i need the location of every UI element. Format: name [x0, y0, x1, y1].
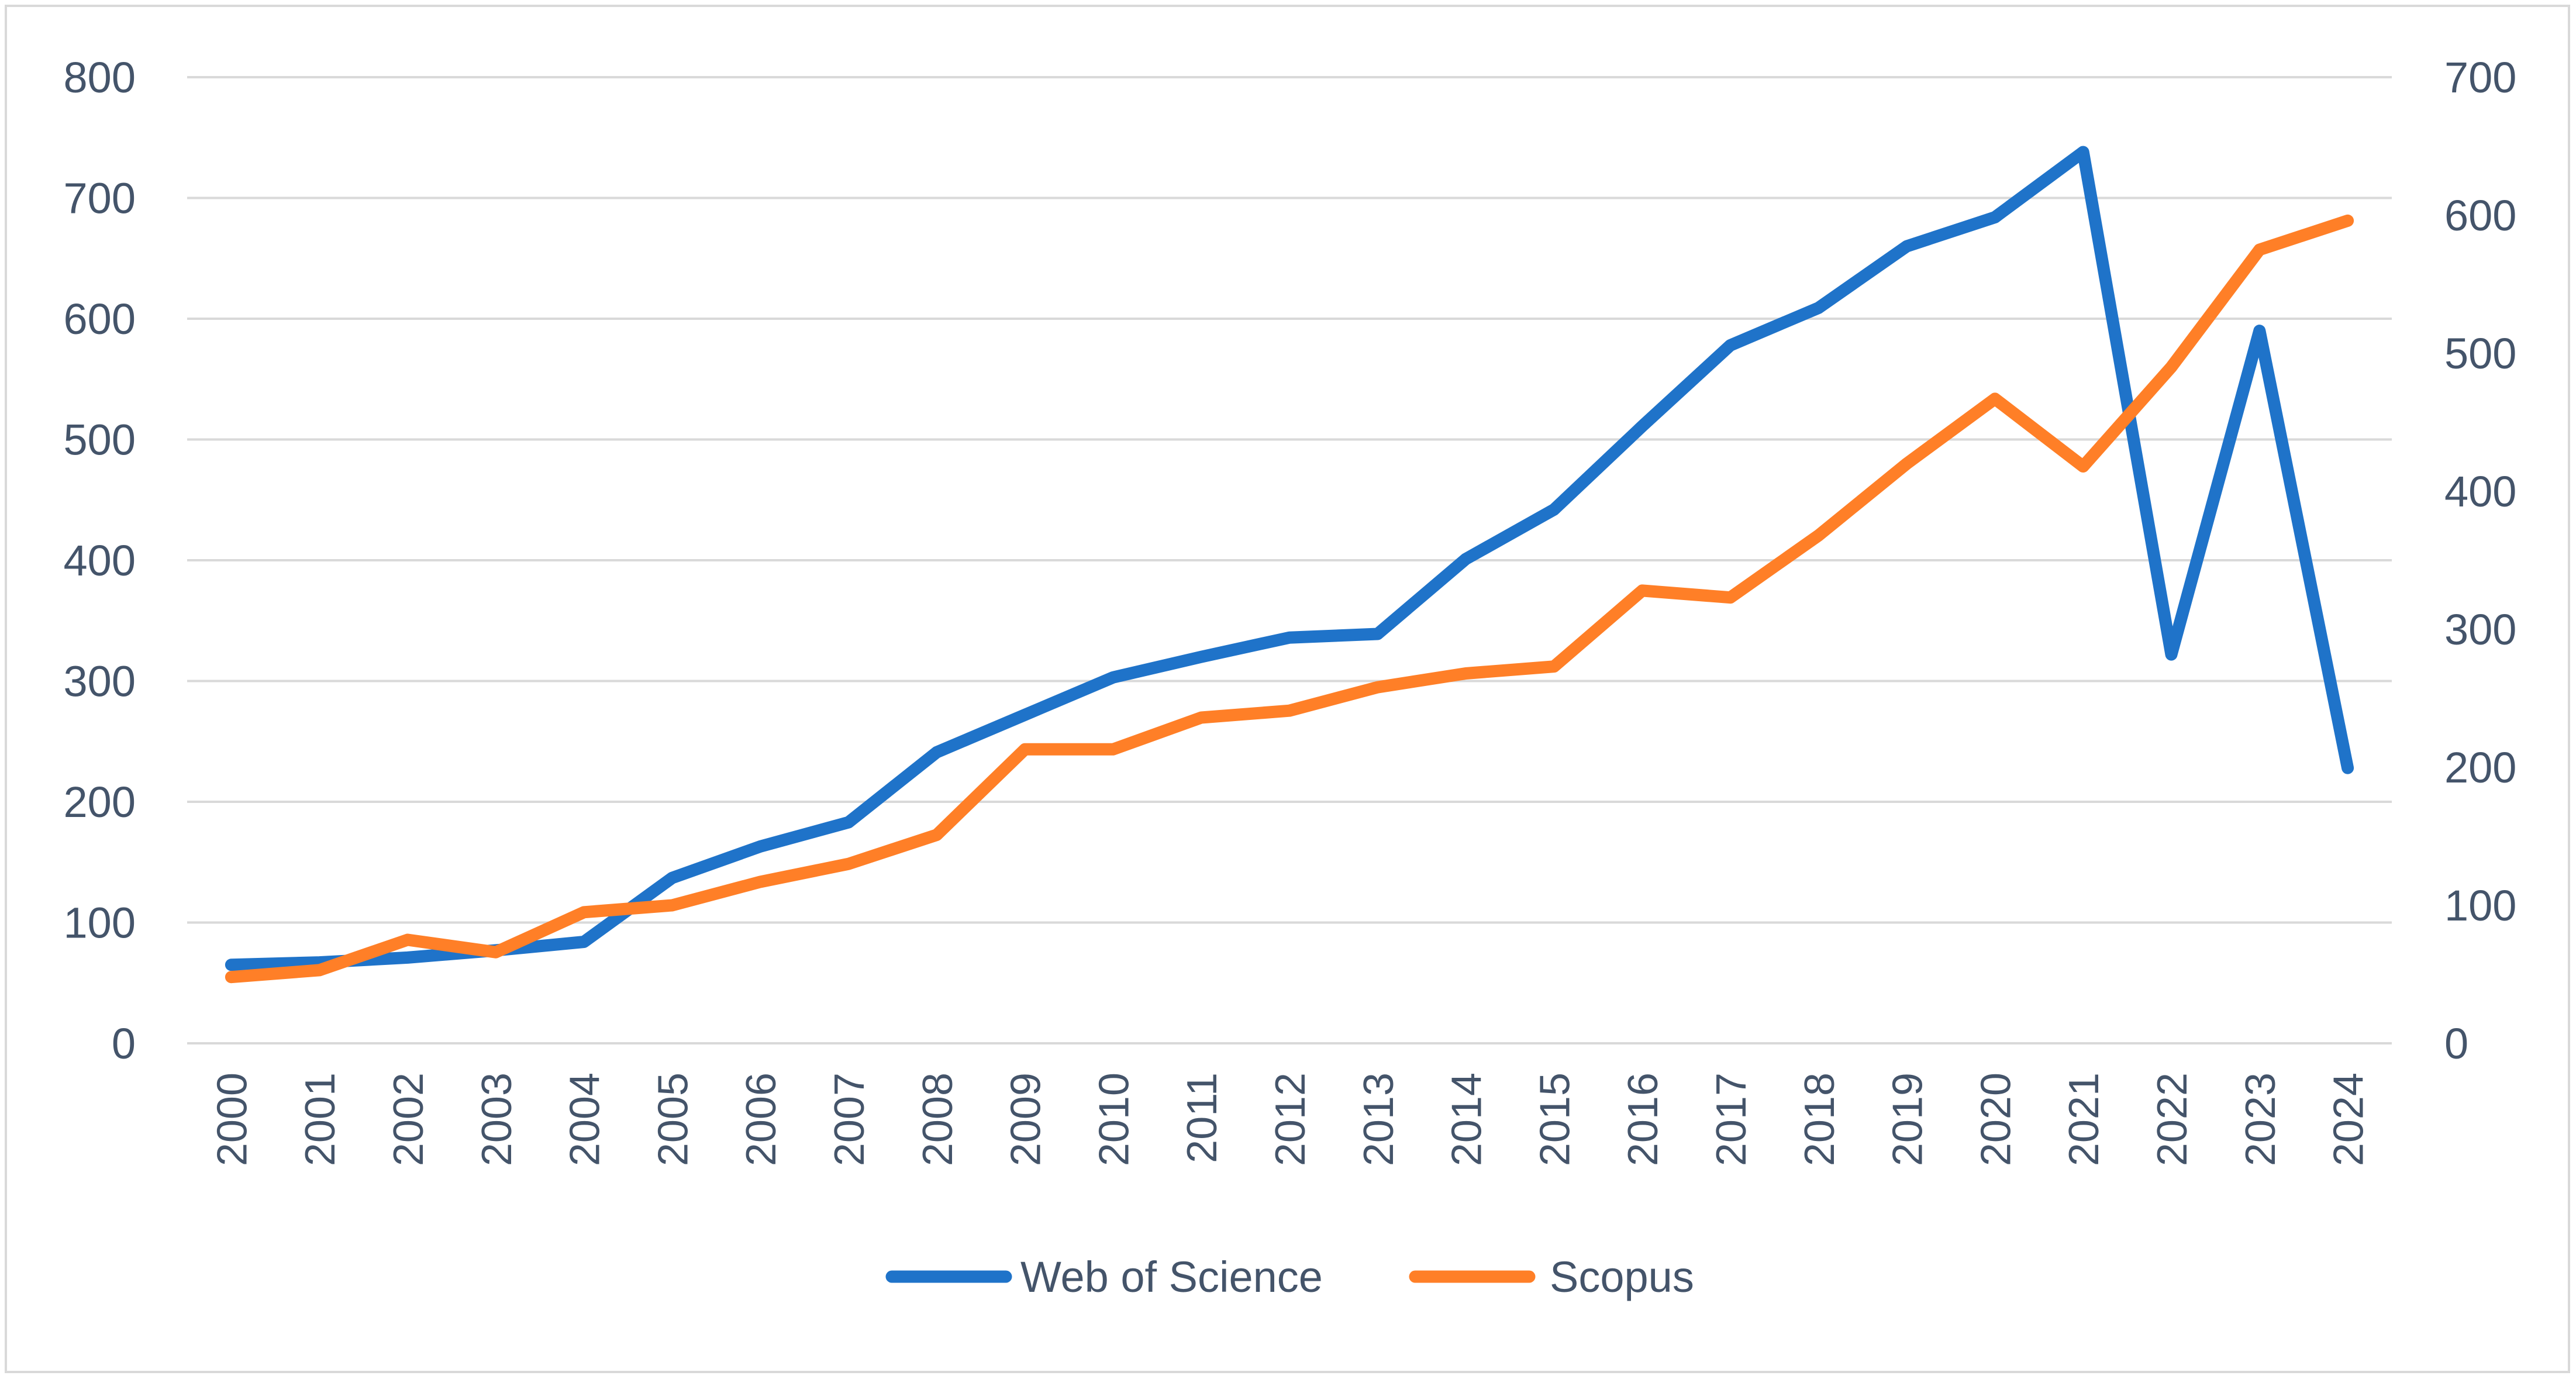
- x-tick-label: 2016: [1620, 1073, 1667, 1166]
- left-y-tick-label: 800: [64, 53, 136, 102]
- x-tick-label: 2019: [1885, 1073, 1932, 1166]
- left-y-tick-label: 0: [112, 1019, 136, 1068]
- x-tick-label: 2010: [1091, 1073, 1137, 1166]
- left-y-tick-label: 600: [64, 295, 136, 343]
- x-axis: 2000 2001 2002 2003 2004 2005 2006 2007 2008 2009…: [209, 1073, 2372, 1166]
- right-y-tick-label: 0: [2444, 1019, 2468, 1068]
- x-tick-label: 2022: [2149, 1073, 2196, 1166]
- x-tick-label: 2005: [650, 1073, 696, 1166]
- series-line-scopus: [225, 214, 2354, 984]
- x-tick-label: 2023: [2237, 1073, 2284, 1166]
- x-tick-label: 2011: [1179, 1073, 1226, 1163]
- right-y-tick-label: 400: [2444, 467, 2516, 516]
- x-tick-label: 2018: [1796, 1073, 1843, 1166]
- left-y-axis: 0 100 200 300 400 500 600 700 800: [64, 53, 136, 1068]
- x-tick-label: 2001: [297, 1073, 344, 1166]
- left-y-tick-label: 200: [64, 778, 136, 826]
- right-y-tick-label: 100: [2444, 881, 2516, 930]
- right-y-axis: 0 100 200 300 400 500 600 700: [2444, 53, 2516, 1068]
- legend: Web of Science Scopus: [885, 1253, 1694, 1301]
- series-line-web-of-science: [225, 146, 2354, 971]
- x-tick-label: 2020: [1972, 1073, 2019, 1166]
- x-tick-label: 2004: [562, 1073, 609, 1166]
- legend-label: Web of Science: [1020, 1253, 1323, 1301]
- x-tick-label: 2007: [826, 1073, 873, 1166]
- x-tick-label: 2017: [1708, 1073, 1755, 1166]
- right-y-tick-label: 500: [2444, 329, 2516, 378]
- x-tick-label: 2013: [1356, 1073, 1402, 1166]
- x-tick-label: 2024: [2326, 1073, 2372, 1166]
- x-tick-label: 2006: [738, 1073, 785, 1166]
- x-tick-label: 2008: [915, 1073, 961, 1166]
- left-y-tick-label: 300: [64, 657, 136, 706]
- x-tick-label: 2021: [2061, 1073, 2108, 1166]
- right-y-tick-label: 600: [2444, 191, 2516, 240]
- series-lines: [225, 146, 2354, 984]
- right-y-tick-label: 300: [2444, 605, 2516, 654]
- x-tick-label: 2003: [474, 1073, 520, 1166]
- x-tick-label: 2000: [209, 1073, 256, 1166]
- legend-label: Scopus: [1550, 1253, 1694, 1301]
- gridlines: [187, 76, 2392, 1044]
- x-tick-label: 2002: [385, 1073, 432, 1166]
- x-tick-label: 2012: [1267, 1073, 1314, 1166]
- line-chart: 0 100 200 300 400 500 600 700 800 0 100 200 300 400 5…: [64, 53, 2517, 1301]
- right-y-tick-label: 200: [2444, 743, 2516, 792]
- left-y-tick-label: 700: [64, 174, 136, 223]
- left-y-tick-label: 500: [64, 416, 136, 464]
- x-tick-label: 2014: [1444, 1073, 1491, 1166]
- x-tick-label: 2009: [1003, 1073, 1050, 1166]
- x-tick-label: 2015: [1532, 1073, 1578, 1166]
- right-y-tick-label: 700: [2444, 53, 2516, 102]
- chart-frame: 0 100 200 300 400 500 600 700 800 0 100 200 300 400 5…: [5, 5, 2570, 1373]
- left-y-tick-label: 100: [64, 899, 136, 947]
- left-y-tick-label: 400: [64, 536, 136, 585]
